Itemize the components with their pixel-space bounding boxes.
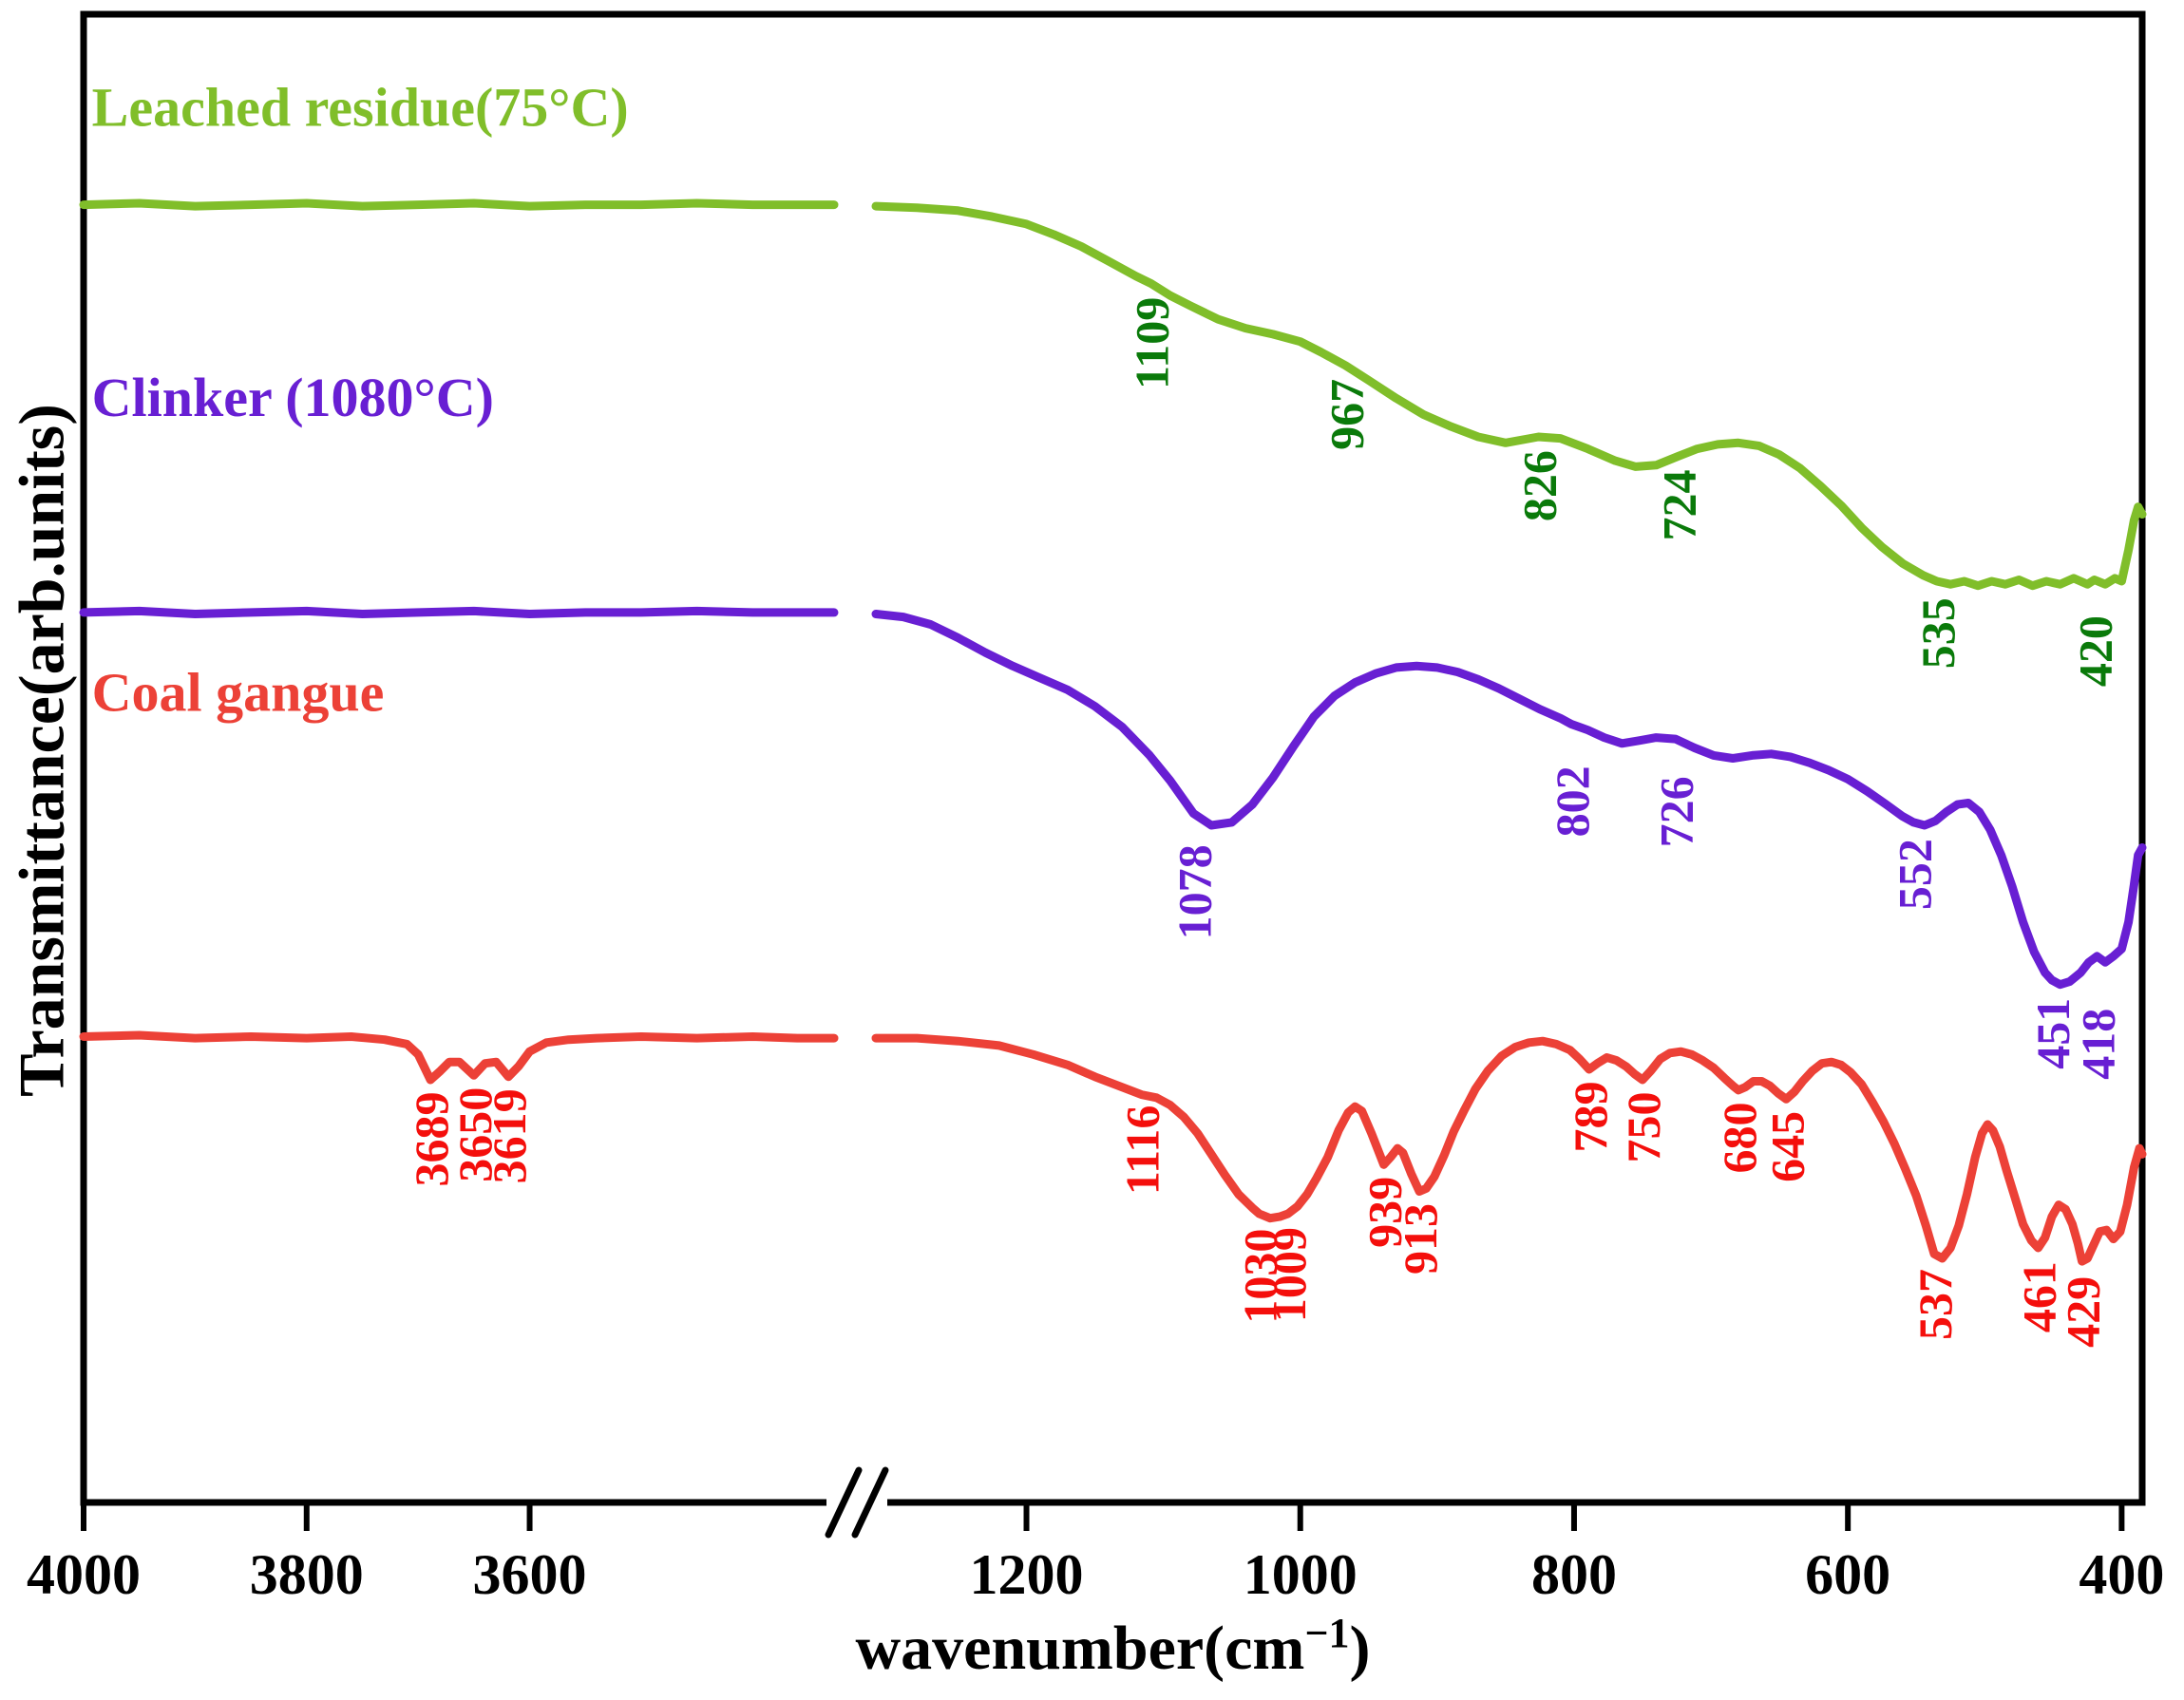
- peak-label-coal-gangue-3619: 3619: [483, 1088, 536, 1183]
- x-tick-label-1200: 1200: [970, 1543, 1084, 1606]
- spectrum-curve-clinker-seg2: [871, 610, 2147, 990]
- y-axis-label: Transmittance(arb.units): [5, 404, 78, 1097]
- spectrum-curve-leached-residue-seg1: [79, 198, 839, 211]
- x-tick-label-800: 800: [1531, 1543, 1617, 1606]
- peak-label-coal-gangue-537: 537: [1909, 1269, 1962, 1340]
- series-title-coal-gangue: Coal gangue: [92, 661, 385, 723]
- x-tick-label-600: 600: [1805, 1543, 1890, 1606]
- peak-label-coal-gangue-1030: 1030: [1234, 1229, 1287, 1324]
- series-title-leached-residue: Leached residue(75°C): [92, 77, 629, 139]
- peak-label-clinker-726: 726: [1650, 776, 1703, 847]
- peak-label-coal-gangue-680: 680: [1713, 1102, 1766, 1173]
- peak-label-leached-residue-420: 420: [2069, 615, 2122, 687]
- peak-label-leached-residue-724: 724: [1652, 470, 1705, 541]
- spectrum-curve-leached-residue-seg2: [871, 201, 2147, 591]
- series-title-clinker: Clinker (1080°C): [92, 367, 494, 428]
- peak-label-coal-gangue-1009: 1009: [1263, 1227, 1316, 1322]
- x-axis-label-text: wavenumber(cm: [855, 1614, 1305, 1683]
- peak-label-clinker-418: 418: [2071, 1009, 2124, 1080]
- peak-label-coal-gangue-913: 913: [1394, 1203, 1447, 1275]
- x-tick-label-400: 400: [2079, 1543, 2164, 1606]
- x-tick-label-3800: 3800: [250, 1543, 364, 1606]
- peak-label-clinker-451: 451: [2026, 998, 2080, 1069]
- peak-label-coal-gangue-750: 750: [1617, 1092, 1670, 1163]
- peak-label-leached-residue-535: 535: [1911, 597, 1965, 669]
- peak-label-coal-gangue-461: 461: [2012, 1261, 2065, 1332]
- x-axis-label: wavenumber(cm−1): [84, 1609, 2142, 1685]
- spectrum-curve-coal-gangue-seg1: [79, 1030, 839, 1085]
- peak-label-coal-gangue-3650: 3650: [448, 1087, 502, 1182]
- peak-label-clinker-552: 552: [1888, 839, 1941, 910]
- x-tick-label-1000: 1000: [1244, 1543, 1358, 1606]
- peak-label-clinker-802: 802: [1546, 765, 1599, 837]
- spectrum-curve-clinker-seg1: [79, 606, 839, 618]
- peak-label-leached-residue-826: 826: [1512, 450, 1566, 521]
- x-axis-label-superscript: −1: [1304, 1610, 1350, 1656]
- x-axis-label-close: ): [1349, 1614, 1371, 1683]
- x-tick-label-3600: 3600: [473, 1543, 587, 1606]
- peak-label-clinker-1078: 1078: [1168, 844, 1221, 939]
- peak-label-leached-residue-1109: 1109: [1126, 297, 1179, 389]
- peak-label-leached-residue-967: 967: [1320, 379, 1373, 450]
- peak-label-coal-gangue-645: 645: [1760, 1111, 1814, 1182]
- plot-border: [80, 10, 2146, 1506]
- axis-break-slash-2: [851, 1466, 889, 1539]
- peak-label-coal-gangue-789: 789: [1564, 1082, 1617, 1153]
- spectrum-curve-coal-gangue-seg2: [871, 1033, 2147, 1266]
- peak-label-coal-gangue-1116: 1116: [1116, 1105, 1169, 1195]
- peak-label-coal-gangue-429: 429: [2057, 1276, 2110, 1348]
- peak-label-coal-gangue-939: 939: [1358, 1177, 1412, 1248]
- x-tick-label-4000: 4000: [27, 1543, 141, 1606]
- axis-break-slash-1: [825, 1466, 863, 1539]
- peak-label-coal-gangue-3689: 3689: [405, 1092, 458, 1187]
- axis-break-gap: [826, 1497, 887, 1508]
